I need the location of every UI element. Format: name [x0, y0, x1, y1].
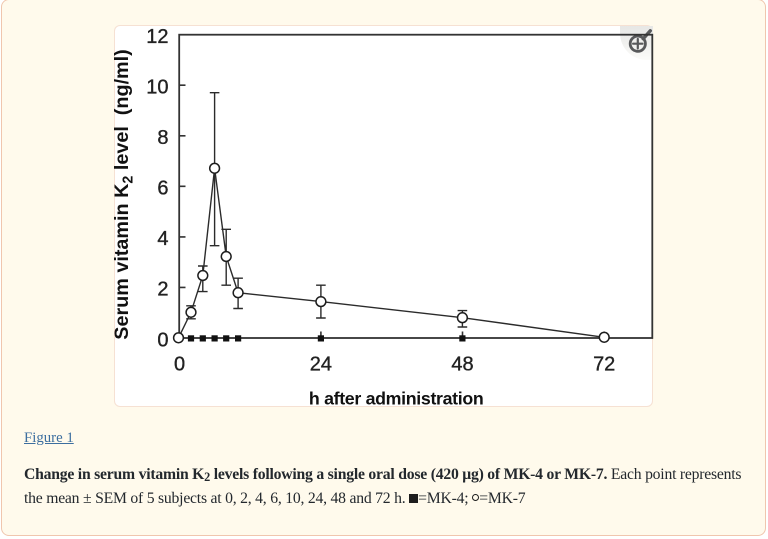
svg-text:h after administration: h after administration [309, 389, 484, 409]
svg-text:0: 0 [157, 329, 168, 351]
svg-text:4: 4 [157, 228, 168, 250]
svg-text:8: 8 [157, 127, 168, 149]
svg-text:72: 72 [593, 354, 615, 376]
svg-text:Serum vitamin K2 level (ng/ml: Serum vitamin K2 level (ng/ml) [111, 49, 136, 339]
svg-text:6: 6 [157, 178, 168, 200]
svg-text:12: 12 [146, 26, 168, 48]
svg-text:10: 10 [146, 77, 168, 99]
svg-text:48: 48 [451, 354, 473, 376]
svg-text:24: 24 [310, 354, 332, 376]
svg-text:0: 0 [174, 354, 185, 376]
svg-text:2: 2 [157, 279, 168, 301]
